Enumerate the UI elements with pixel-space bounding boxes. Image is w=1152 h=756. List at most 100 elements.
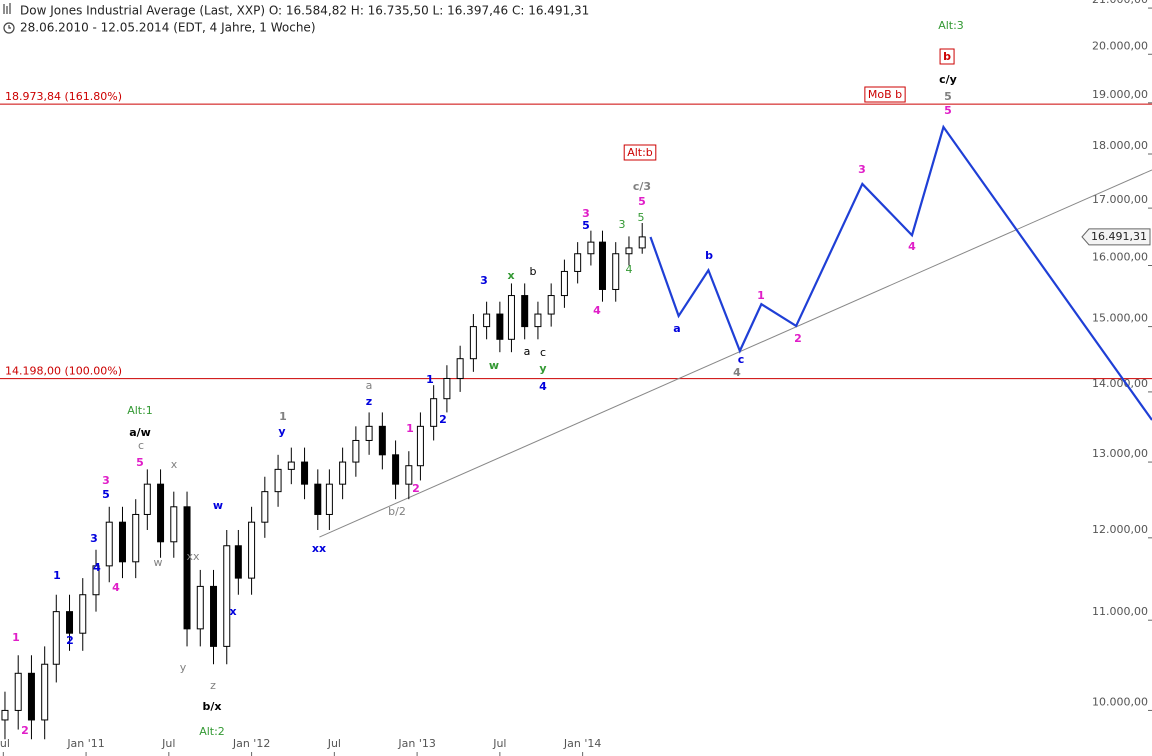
x-tick-label: Jul bbox=[0, 737, 10, 750]
wave-label: 5 bbox=[944, 90, 952, 103]
wave-label: y bbox=[278, 425, 285, 438]
y-tick-label: 14.000,00 bbox=[1092, 377, 1148, 390]
candle-body bbox=[483, 313, 491, 328]
candle-body bbox=[261, 491, 269, 523]
wave-label: 5 bbox=[136, 456, 144, 469]
wave-label: a/w bbox=[129, 426, 151, 439]
wave-label: 5 bbox=[102, 488, 110, 501]
candle-body bbox=[287, 461, 295, 470]
wave-label: 4 bbox=[93, 561, 101, 574]
wave-label: z bbox=[366, 395, 372, 408]
candle-body bbox=[612, 253, 620, 290]
chart-subtitle: 28.06.2010 - 12.05.2014 (EDT, 4 Jahre, 1… bbox=[20, 21, 316, 35]
candle-body bbox=[1, 709, 9, 721]
label-box bbox=[864, 86, 906, 103]
wave-label: 4 bbox=[908, 240, 916, 253]
y-tick-label: 10.000,00 bbox=[1092, 695, 1148, 708]
candle-body bbox=[378, 425, 386, 456]
candle-body bbox=[274, 468, 282, 493]
candle-body bbox=[325, 483, 333, 515]
candle-body bbox=[66, 611, 74, 634]
candle-body bbox=[496, 313, 504, 340]
candle-body bbox=[587, 241, 595, 255]
wave-label: z bbox=[210, 679, 216, 692]
candle-body bbox=[234, 545, 242, 579]
wave-label: a bbox=[673, 322, 680, 335]
wave-label: 1 bbox=[757, 289, 765, 302]
candle-body bbox=[430, 398, 438, 427]
y-tick-label: 18.000,00 bbox=[1092, 139, 1148, 152]
y-tick-label: 19.000,00 bbox=[1092, 88, 1148, 101]
candle-body bbox=[625, 247, 633, 255]
label-box bbox=[939, 48, 955, 65]
wave-label: 4 bbox=[593, 304, 601, 317]
candle-body bbox=[52, 611, 60, 665]
wave-label: x bbox=[507, 269, 514, 282]
wave-label: Alt:3 bbox=[938, 19, 964, 32]
candle-body bbox=[638, 236, 646, 249]
y-tick-label: 11.000,00 bbox=[1092, 605, 1148, 618]
label-box bbox=[623, 144, 657, 161]
candle-body bbox=[170, 506, 178, 543]
candle-body bbox=[469, 326, 477, 360]
wave-label: 2 bbox=[21, 724, 29, 737]
wave-label: w bbox=[154, 556, 163, 569]
y-tick-label: 13.000,00 bbox=[1092, 447, 1148, 460]
candle-body bbox=[507, 295, 515, 340]
candle-body bbox=[352, 439, 360, 463]
wave-label: 3 bbox=[90, 532, 98, 545]
candle-body bbox=[92, 565, 100, 596]
wave-label: 5 bbox=[638, 211, 645, 224]
candle-body bbox=[79, 594, 87, 634]
candle-body bbox=[574, 253, 582, 272]
candle-body bbox=[534, 313, 542, 328]
wave-label: 3 bbox=[582, 207, 590, 220]
x-tick-label: Jul bbox=[161, 737, 175, 750]
candle-body bbox=[143, 483, 151, 515]
wave-label: c bbox=[138, 439, 144, 452]
wave-label: 4 bbox=[112, 581, 120, 594]
wave-label: 1 bbox=[12, 631, 20, 644]
wave-label: 3 bbox=[619, 218, 626, 231]
candle-body bbox=[521, 295, 529, 328]
candle-body bbox=[392, 454, 400, 485]
wave-label: c/3 bbox=[633, 180, 651, 193]
last-price-label: 16.491,31 bbox=[1091, 230, 1147, 243]
candle-body bbox=[105, 521, 113, 567]
candle-body bbox=[27, 672, 35, 721]
candle-body bbox=[14, 672, 22, 711]
wave-label: c/y bbox=[939, 73, 957, 86]
candle-body bbox=[196, 585, 204, 630]
wave-label: 2 bbox=[412, 482, 420, 495]
y-tick-label: 16.000,00 bbox=[1092, 251, 1148, 264]
candle-body bbox=[183, 506, 191, 630]
wave-label: b bbox=[943, 50, 951, 63]
candle-body bbox=[301, 461, 309, 485]
wave-label: 3 bbox=[102, 474, 110, 487]
wave-label: x bbox=[171, 458, 178, 471]
wave-label: w bbox=[213, 499, 223, 512]
level-label: 18.973,84 (161.80%) bbox=[5, 90, 122, 103]
x-tick-label: Jan '11 bbox=[66, 737, 104, 750]
wave-label: Alt:2 bbox=[199, 725, 225, 738]
wave-label: y bbox=[539, 362, 546, 375]
chart-title: Dow Jones Industrial Average (Last, XXP)… bbox=[20, 4, 589, 18]
wave-label: c bbox=[738, 353, 745, 366]
wave-label: Alt:1 bbox=[127, 404, 153, 417]
wave-label: Alt:b bbox=[627, 146, 653, 159]
candle-body bbox=[223, 545, 231, 647]
wave-label: 1 bbox=[279, 410, 287, 423]
candle-body bbox=[41, 663, 49, 721]
x-tick-label: Jan '13 bbox=[397, 737, 435, 750]
wave-label: 3 bbox=[858, 163, 866, 176]
wave-label: xx bbox=[312, 542, 326, 555]
wave-label: b/2 bbox=[388, 505, 406, 518]
wave-label: 2 bbox=[794, 332, 802, 345]
candle-body bbox=[560, 270, 568, 297]
wave-label: 1 bbox=[426, 373, 434, 386]
y-tick-label: 15.000,00 bbox=[1092, 312, 1148, 325]
wave-label: MoB b bbox=[868, 88, 902, 101]
header-icon bbox=[3, 3, 15, 34]
x-tick-label: Jul bbox=[327, 737, 341, 750]
wave-label: 5 bbox=[638, 195, 646, 208]
